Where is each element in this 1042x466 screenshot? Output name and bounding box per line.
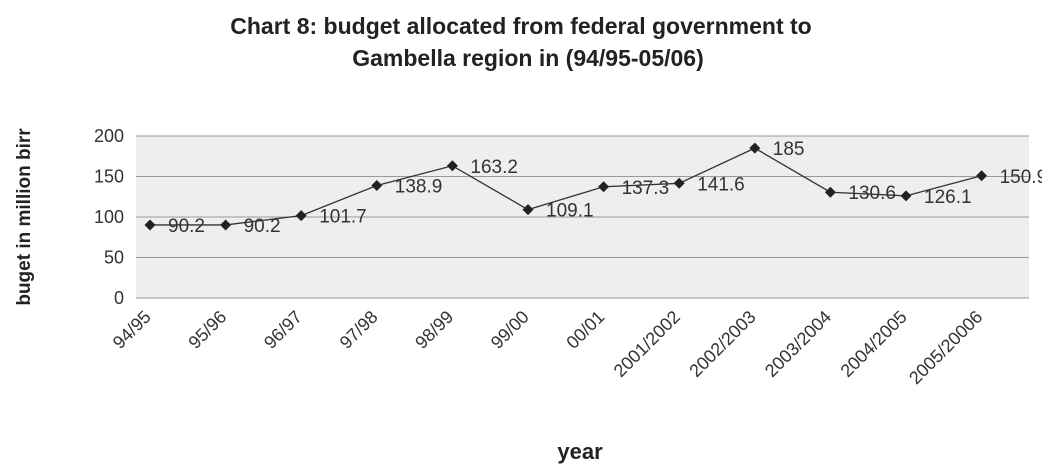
y-tick-label: 50 bbox=[104, 248, 124, 268]
x-tick-label: 2004/2005 bbox=[837, 307, 911, 381]
data-point-marker bbox=[598, 181, 610, 193]
x-tick-label: 2003/2004 bbox=[761, 307, 835, 381]
data-point-marker bbox=[522, 204, 534, 216]
data-label: 90.2 bbox=[168, 216, 205, 237]
data-point-marker bbox=[976, 170, 988, 182]
data-label: 138.9 bbox=[395, 176, 443, 197]
data-label: 185 bbox=[773, 139, 805, 160]
y-tick-label: 100 bbox=[94, 207, 124, 227]
x-tick-label: 99/00 bbox=[487, 307, 533, 353]
x-axis-label: year bbox=[557, 439, 603, 464]
y-tick-label: 200 bbox=[94, 126, 124, 146]
x-tick-label: 96/97 bbox=[260, 307, 306, 353]
data-point-marker bbox=[144, 219, 156, 231]
data-label: 130.6 bbox=[848, 183, 896, 204]
x-tick-label: 98/99 bbox=[411, 307, 457, 353]
y-tick-label: 0 bbox=[114, 288, 124, 308]
data-point-marker bbox=[900, 190, 912, 202]
data-point-marker bbox=[220, 219, 232, 231]
data-label: 141.6 bbox=[697, 174, 745, 195]
y-axis-label: buget in million birr bbox=[14, 128, 35, 306]
data-label: 163.2 bbox=[470, 157, 518, 178]
x-tick-label: 2001/2002 bbox=[610, 307, 684, 381]
data-label: 90.2 bbox=[244, 216, 281, 237]
chart-title-line2: Gambella region in (94/95-05/06) bbox=[352, 45, 704, 71]
data-label: 126.1 bbox=[924, 187, 972, 208]
data-label: 137.3 bbox=[622, 178, 670, 199]
x-tick-label: 2002/2003 bbox=[685, 307, 759, 381]
x-tick-label: 97/98 bbox=[336, 307, 382, 353]
data-label: 150.9 bbox=[1000, 167, 1042, 188]
data-point-marker bbox=[824, 186, 836, 198]
data-point-marker bbox=[446, 160, 458, 172]
data-label: 109.1 bbox=[546, 201, 594, 222]
data-label: 101.7 bbox=[319, 207, 367, 228]
x-tick-label: 94/95 bbox=[109, 307, 155, 353]
series-line bbox=[150, 147, 982, 226]
data-point-marker bbox=[749, 142, 761, 154]
x-tick-label: 2005/20006 bbox=[905, 307, 986, 388]
x-tick-label: 00/01 bbox=[562, 307, 608, 353]
y-tick-label: 150 bbox=[94, 167, 124, 187]
data-point-marker bbox=[673, 177, 685, 189]
x-tick-label: 95/96 bbox=[184, 307, 230, 353]
chart-title-line1: Chart 8: budget allocated from federal g… bbox=[230, 13, 812, 39]
chart-title: Chart 8: budget allocated from federal g… bbox=[0, 10, 1042, 74]
data-point-marker bbox=[371, 179, 383, 191]
data-point-marker bbox=[295, 210, 307, 222]
